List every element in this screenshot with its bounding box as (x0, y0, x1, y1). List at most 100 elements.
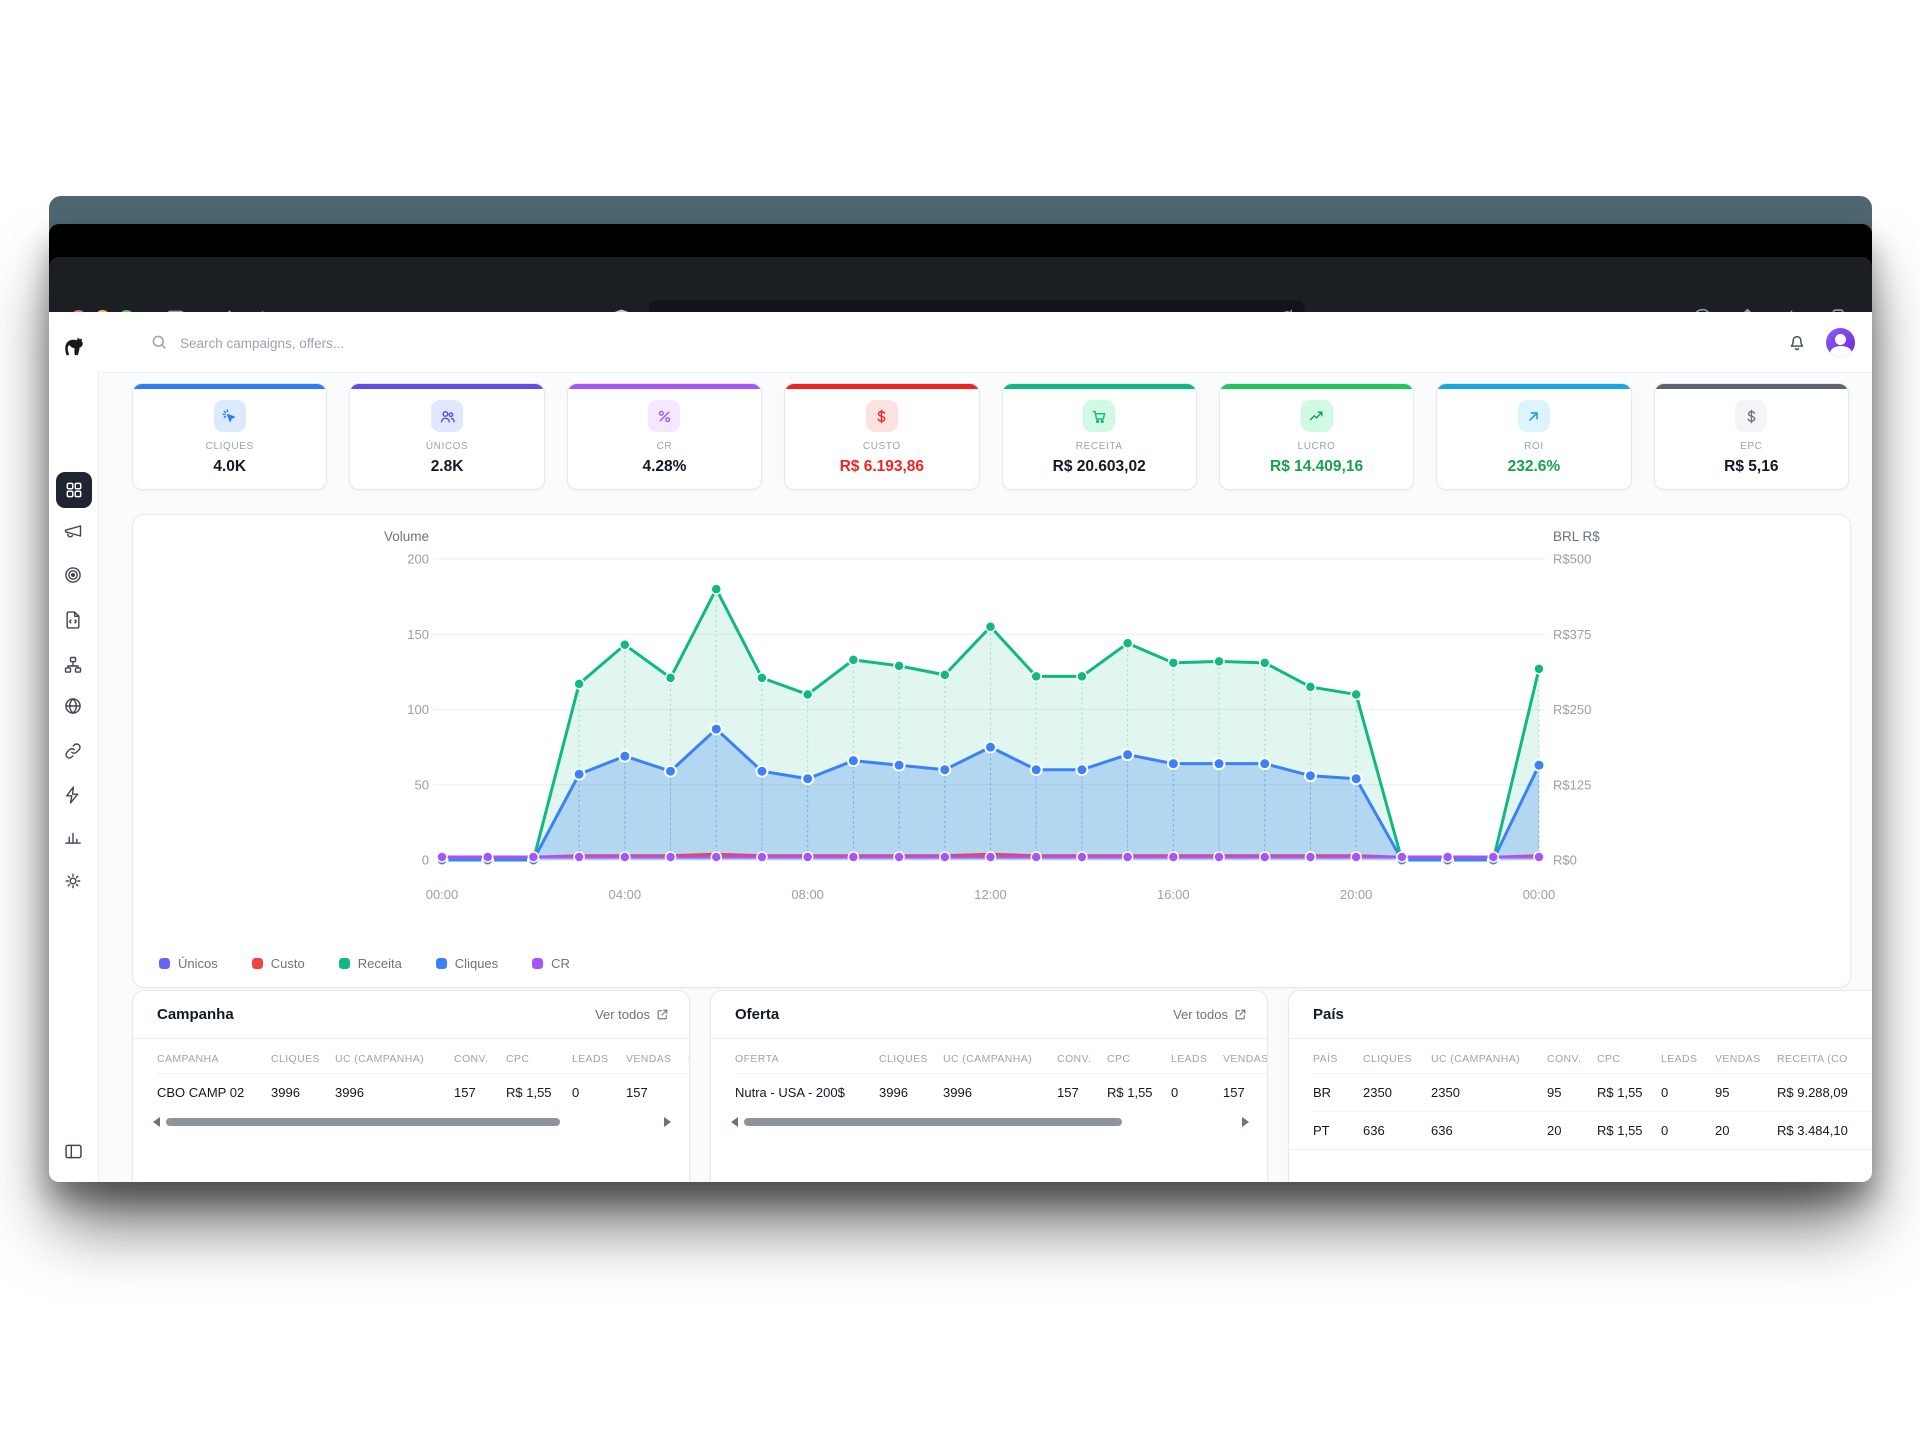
table-card-país: País PAÍS CLIQUES UC (CAMPANHA) CONV. CPC LEAD… (1288, 990, 1872, 1182)
table-cell: 157 (454, 1085, 476, 1100)
sidebar-item-domains globe-icon[interactable] (63, 696, 84, 717)
table-cell: 95 (1715, 1085, 1730, 1100)
table-cell: R$ 3.484,10 (1777, 1123, 1848, 1138)
table-header-cell: CONV. (454, 1053, 489, 1065)
svg-text:50: 50 (415, 777, 429, 792)
avatar[interactable] (1826, 328, 1855, 357)
table-cell: R$ 1,55 (1107, 1085, 1153, 1100)
table-cell: 636 (1431, 1123, 1453, 1138)
table-cell: R$ 1,55 (1597, 1123, 1643, 1138)
search-icon (150, 333, 168, 351)
scroll-left-icon[interactable] (731, 1117, 738, 1127)
table-header-cell: CONV. (1547, 1053, 1582, 1065)
dog-logo[interactable] (59, 330, 87, 358)
table: CAMPANHA CLIQUES UC (CAMPANHA) CONV. CPC LEAD… (157, 1039, 689, 1111)
search-input[interactable] (178, 326, 682, 360)
scroll-right-icon[interactable] (664, 1117, 671, 1127)
scrollbar-thumb[interactable] (166, 1118, 560, 1126)
sidebar-item-offers target-icon[interactable] (63, 565, 84, 586)
sidebar-item-reports bar-chart-icon[interactable] (63, 826, 84, 847)
stat-value: 4.0K (213, 458, 247, 475)
ver-todos-link[interactable]: Ver todos (595, 1007, 669, 1022)
table-cell: R$ 1,55 (506, 1085, 552, 1100)
sidebar-item-dashboard[interactable] (56, 472, 92, 508)
legend-label: Custo (270, 956, 305, 971)
stat-value: 2.8K (430, 458, 464, 475)
svg-text:12:00: 12:00 (974, 887, 1007, 902)
table-card-oferta: Oferta Ver todos OFERTA CLIQUES UC (CAMPANHA… (710, 990, 1268, 1182)
legend-swatch (532, 958, 544, 969)
legend-item-cr[interactable]: CR (532, 956, 570, 971)
users-icon (431, 400, 464, 432)
legend-item-receita[interactable]: Receita (338, 956, 402, 971)
svg-text:R$125: R$125 (1553, 777, 1591, 792)
table-header-cell: LEADS (572, 1053, 609, 1065)
table-row: CBO CAMP 02 3996 3996 157 R$ 1,55 0 157 R (157, 1073, 689, 1111)
stat-label: CR (656, 441, 673, 452)
stat-value: R$ 20.603,02 (1052, 458, 1146, 475)
bell-icon[interactable] (1786, 331, 1808, 353)
panel-left-icon[interactable] (63, 1141, 84, 1162)
app-header (98, 312, 1872, 373)
percent-icon (648, 400, 681, 432)
table: OFERTA CLIQUES UC (CAMPANHA) CONV. CPC LEADS V… (735, 1039, 1267, 1111)
table-header-cell: UC (CAMPANHA) (943, 1053, 1033, 1065)
scrollbar-thumb[interactable] (744, 1118, 1123, 1126)
stat-label: ROI (1524, 441, 1544, 452)
horizontal-scrollbar[interactable] (153, 1117, 671, 1127)
sidebar-item-campaigns megaphone-icon[interactable] (63, 521, 84, 542)
svg-text:150: 150 (407, 627, 429, 642)
table-header-cell: CLIQUES (271, 1053, 320, 1065)
table-cell: 636 (1363, 1123, 1385, 1138)
legend-item-custo[interactable]: Custo (251, 956, 305, 971)
table-header-cell: CPC (1597, 1053, 1621, 1065)
svg-text:00:00: 00:00 (1523, 887, 1556, 902)
horizontal-scrollbar[interactable] (731, 1117, 1249, 1127)
table-cell: 20 (1547, 1123, 1562, 1138)
table-cell: R (688, 1074, 689, 1111)
table-header-cell: LEADS (1171, 1053, 1208, 1065)
table-header-cell: UC (CAMPANHA) (1431, 1053, 1521, 1065)
ver-todos-link[interactable]: Ver todos (1173, 1007, 1247, 1022)
table: PAÍS CLIQUES UC (CAMPANHA) CONV. CPC LEADS VEN… (1313, 1039, 1872, 1149)
sidebar-item-settings gear-icon[interactable] (63, 871, 84, 892)
table-header-cell: CLIQUES (1363, 1053, 1412, 1065)
svg-text:20:00: 20:00 (1340, 887, 1373, 902)
legend-swatch (338, 958, 350, 969)
sidebar-item-automation zap-icon[interactable] (63, 785, 84, 806)
table-header-cell: RECEITA (CO (1777, 1053, 1848, 1065)
svg-text:04:00: 04:00 (609, 887, 642, 902)
legend-item-únicos[interactable]: Únicos (159, 956, 218, 971)
legend-swatch (159, 958, 170, 969)
svg-text:08:00: 08:00 (791, 887, 824, 902)
legend-swatch (251, 958, 263, 969)
stat-accent-bar (1002, 384, 1196, 389)
table-title: Oferta (735, 1006, 780, 1023)
table-cell: 0 (572, 1085, 580, 1100)
svg-text:R$500: R$500 (1553, 552, 1591, 567)
table-row: BR 2350 2350 95 R$ 1,55 0 95 R$ 9.288,09 (1313, 1073, 1872, 1111)
table-cell: R$ 1,55 (1597, 1085, 1643, 1100)
scroll-right-icon[interactable] (1242, 1117, 1249, 1127)
cursor-click-icon (213, 400, 246, 432)
table-cell: 157 (1223, 1085, 1245, 1100)
sidebar-item-flows hierarchy-icon[interactable] (63, 655, 84, 676)
table-cell: 20 (1715, 1123, 1730, 1138)
sidebar-item-landers file-code-icon[interactable] (63, 610, 84, 631)
table-header-cell: VENDAS (1223, 1053, 1267, 1065)
scroll-left-icon[interactable] (153, 1117, 160, 1127)
stat-value: 232.6% (1507, 458, 1561, 475)
table-cell: 95 (1547, 1085, 1562, 1100)
sidebar-item-links link-icon[interactable] (63, 741, 84, 762)
stat-label: LUCRO (1297, 441, 1336, 452)
cart-icon (1083, 400, 1116, 432)
table-header-cell: CPC (1107, 1053, 1131, 1065)
table-header-row: OFERTA CLIQUES UC (CAMPANHA) CONV. CPC LEADS V… (735, 1039, 1267, 1073)
table-header-cell: OFERTA (735, 1053, 780, 1065)
table-card-campanha: Campanha Ver todos CAMPANHA CLIQUES UC (CAMP… (132, 990, 690, 1182)
table-cell: 157 (1057, 1085, 1079, 1100)
legend-item-cliques[interactable]: Cliques (435, 956, 498, 971)
table-cell: 3996 (271, 1085, 300, 1100)
app-sidebar (49, 312, 99, 1182)
table-header-cell: LEADS (1661, 1053, 1698, 1065)
